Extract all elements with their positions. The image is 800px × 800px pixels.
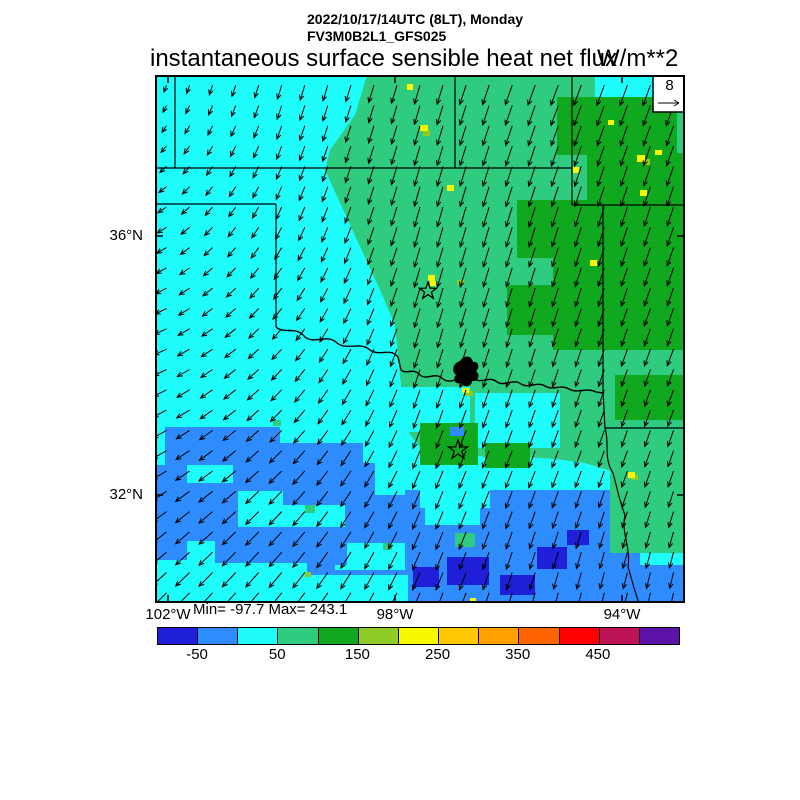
model-line: FV3M0B2L1_GFS025 (307, 28, 447, 44)
colorbar-segment (599, 628, 640, 644)
map-canvas: 8 (155, 75, 685, 603)
page-title: instantaneous surface sensible heat net … (150, 45, 617, 72)
colorbar-tick-label: 250 (425, 646, 451, 663)
colorbar-tick-label: -50 (186, 646, 208, 663)
reference-speed-label: 8 (665, 77, 673, 94)
colorbar-tick-label: 350 (505, 646, 531, 663)
lon-label: 102°W (145, 606, 191, 623)
wind-arrows (155, 85, 674, 603)
colorbar-segment (559, 628, 600, 644)
star-marker (417, 280, 439, 300)
station-stars (417, 280, 470, 460)
colorbar-segment (439, 628, 480, 644)
colorbar-tick-label: 450 (585, 646, 611, 663)
weather-map: 8 (155, 75, 685, 603)
minmax-label: Min= -97.7 Max= 243.1 (193, 601, 348, 618)
units-label: W/m**2 (597, 45, 679, 72)
colorbar-segment (519, 628, 560, 644)
colorbar-tick-label: 150 (344, 646, 370, 663)
colorbar-tick-label: 50 (268, 646, 286, 663)
lon-label: 98°W (376, 606, 414, 623)
red-river-line (275, 326, 604, 394)
map-frame (155, 75, 685, 603)
colorbar-segment (398, 628, 440, 644)
colorbar-segment (479, 628, 520, 644)
colorbar-labels: -50 50 150 250 350 450 (157, 646, 678, 664)
colorbar-segment (358, 628, 399, 644)
reference-arrow-box: 8 (652, 75, 685, 113)
lon-label: 94°W (603, 606, 641, 623)
flux-field (155, 75, 685, 603)
wind-arrows-layer (155, 85, 674, 603)
colorbar-segment (278, 628, 319, 644)
lat-label: 32°N (109, 486, 143, 503)
datetime-line: 2022/10/17/14UTC (8LT), Monday (307, 11, 524, 27)
lat-label: 36°N (109, 227, 143, 244)
colorbar-segment (318, 628, 359, 644)
colorbar-segment (158, 628, 199, 644)
colorbar (157, 627, 680, 645)
colorbar-segment (238, 628, 279, 644)
colorbar-segment (198, 628, 239, 644)
header-block: 2022/10/17/14UTC (8LT), Monday FV3M0B2L1_… (307, 11, 523, 45)
star-marker (446, 438, 470, 460)
state-borders (155, 75, 685, 603)
colorbar-segment (639, 628, 680, 644)
